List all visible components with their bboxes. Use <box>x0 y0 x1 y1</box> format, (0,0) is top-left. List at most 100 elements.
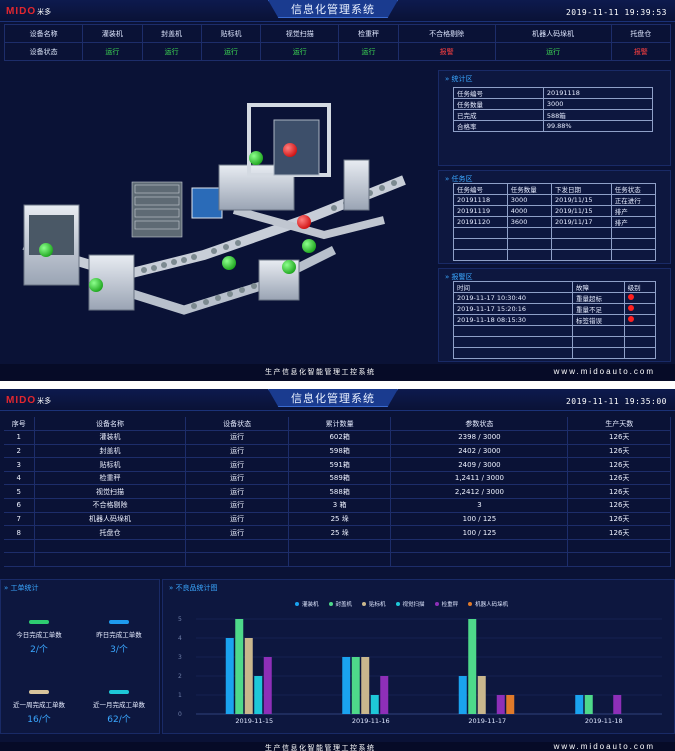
bar[interactable] <box>468 619 477 714</box>
bar[interactable] <box>235 619 244 714</box>
bar[interactable] <box>477 676 486 714</box>
work-order-card-today: 今日完成工单数 2/个 <box>1 620 77 655</box>
logo-cn: 米多 <box>37 7 52 16</box>
table-cell: 运行 <box>185 444 289 458</box>
table-row: 4 检重秤 运行 589箱 1,2411 / 3000 126天 <box>4 471 671 485</box>
table-cell: 排产 <box>610 216 657 228</box>
status-running: 运行 <box>338 42 399 61</box>
table-cell <box>288 539 392 553</box>
table-cell: 126天 <box>567 525 671 540</box>
table-cell: 100 / 125 <box>390 525 569 540</box>
table-cell: 2019-11-18 08:15:30 <box>452 314 574 326</box>
table-cell: 602箱 <box>288 430 392 445</box>
legend-label: 灌装机 <box>302 602 319 608</box>
table-cell: 运行 <box>185 471 289 485</box>
bar[interactable] <box>575 695 584 714</box>
y-tick-label: 0 <box>178 711 182 718</box>
table-row-empty <box>452 325 657 337</box>
status-alarm: 报警 <box>610 42 672 61</box>
legend-item[interactable]: 视觉扫描 <box>395 600 425 608</box>
table-cell: 检重秤 <box>34 471 187 485</box>
table-cell: 8 <box>4 525 35 540</box>
status-running: 运行 <box>260 42 340 61</box>
work-order-card-week: 近一周完成工单数 16/个 <box>1 690 77 725</box>
legend-item[interactable]: 检重秤 <box>434 600 458 608</box>
table-cell: 正在进行 <box>610 194 657 206</box>
table-cell: 5 <box>4 484 35 499</box>
bar[interactable] <box>506 695 515 714</box>
title-tab: 信息化管理系统 <box>268 0 398 18</box>
table-header-cell: 时间 <box>452 281 574 293</box>
logo-mark: MIDO <box>6 395 37 406</box>
table-cell: 588箱 <box>288 484 392 499</box>
table-header-cell: 设备名称 <box>34 417 187 431</box>
bar[interactable] <box>584 695 593 714</box>
status-cell: 不合格剔除 <box>397 24 496 43</box>
table-row-empty <box>452 336 657 348</box>
stats-table: 任务编号 20191118 任务数量 3000 已完成 588箱 合格率 99.88% <box>453 87 654 132</box>
table-row-empty <box>4 552 671 567</box>
title-tab: 信息化管理系统 <box>268 389 398 407</box>
legend-item[interactable]: 机器人码垛机 <box>468 600 508 608</box>
legend-dot-icon <box>434 602 439 606</box>
table-cell: 任务编号 <box>453 87 544 99</box>
bar[interactable] <box>244 638 253 714</box>
legend-item[interactable]: 贴标机 <box>362 600 386 608</box>
bar[interactable] <box>496 695 505 714</box>
bar[interactable] <box>342 657 351 714</box>
table-header-cell: 任务编号 <box>453 183 508 195</box>
table-cell: 2019/11/15 <box>551 205 612 217</box>
bar[interactable] <box>613 695 622 714</box>
table-row-empty <box>453 238 657 250</box>
status-ball-alarm <box>297 215 311 229</box>
status-running: 运行 <box>82 42 143 61</box>
bar[interactable] <box>225 638 234 714</box>
legend-dot-icon <box>362 602 367 606</box>
table-cell: 运行 <box>185 457 289 472</box>
table-cell <box>185 552 289 567</box>
table-cell <box>4 552 35 567</box>
work-order-card-yesterday: 昨日完成工单数 3/个 <box>81 620 157 655</box>
table-cell: 20191118 <box>453 194 508 206</box>
table-row: 3 贴标机 运行 591箱 2409 / 3000 126天 <box>4 457 671 472</box>
legend-item[interactable]: 封盖机 <box>328 600 352 608</box>
table-header-cell: 故障 <box>572 281 625 293</box>
table-header-cell: 设备状态 <box>185 417 289 431</box>
bar[interactable] <box>370 695 379 714</box>
bar[interactable] <box>263 657 272 714</box>
table-cell: 20191119 <box>453 205 508 217</box>
table-row-empty <box>453 227 657 239</box>
card-value: 3/个 <box>110 645 128 655</box>
table-cell: 2019-11-17 15:20:16 <box>452 303 574 315</box>
legend-item[interactable]: 灌装机 <box>295 600 319 608</box>
table-cell <box>390 539 569 553</box>
table-cell: 灌装机 <box>34 430 187 445</box>
alarm-level-cell <box>623 303 657 315</box>
bar[interactable] <box>361 657 370 714</box>
status-cell: 视觉扫描 <box>260 24 340 43</box>
table-cell: 托盘仓 <box>34 525 187 540</box>
bar[interactable] <box>380 676 389 714</box>
table-cell: 任务数量 <box>453 98 544 110</box>
x-tick-label: 2019-11-18 <box>585 717 623 725</box>
table-cell: 合格率 <box>453 120 544 132</box>
table-row: 7 机器人码垛机 运行 25 垛 100 / 125 126天 <box>4 512 671 526</box>
table-cell: 598箱 <box>288 444 392 458</box>
footer-url[interactable]: www.midoauto.com <box>553 742 655 751</box>
card-label: 近一周完成工单数 <box>13 701 65 709</box>
stats-panel: » 统计区 任务编号 20191118 任务数量 3000 已完成 588箱 合格率 9… <box>438 70 671 166</box>
table-cell: 25 垛 <box>288 512 392 526</box>
table-row: 任务数量 3000 <box>453 98 654 110</box>
table-cell: 2019-11-17 10:30:40 <box>452 292 574 304</box>
table-row: 20191120 3600 2019/11/17 排产 <box>453 216 657 228</box>
alarm-panel: » 报警区 时间 故障 级别 2019-11-17 10:30:40 重量超标 2… <box>438 268 671 362</box>
legend-dot-icon <box>295 602 299 606</box>
table-cell: 运行 <box>185 484 289 499</box>
bar[interactable] <box>351 657 360 714</box>
bar[interactable] <box>254 676 263 714</box>
footer-url[interactable]: www.midoauto.com <box>553 367 655 376</box>
bar[interactable] <box>458 676 467 714</box>
table-cell: 运行 <box>185 525 289 540</box>
table-cell: 2409 / 3000 <box>390 457 569 472</box>
table-cell: 3 <box>4 457 35 472</box>
